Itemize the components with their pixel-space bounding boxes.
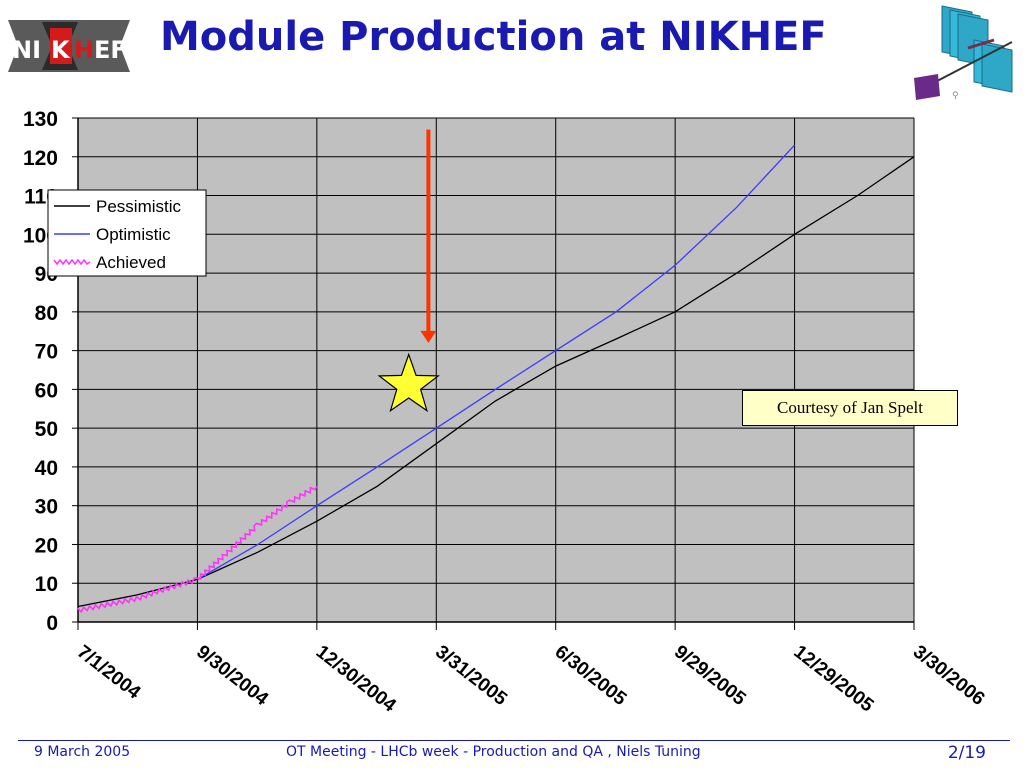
series-optimistic-line [197, 144, 796, 580]
svg-text:H: H [74, 36, 94, 64]
nikhef-logo: NI K H EF [4, 14, 134, 78]
svg-text:⚲: ⚲ [952, 91, 959, 101]
plot-area [78, 118, 914, 622]
series-achieved-line [77, 485, 318, 614]
y-tick-label: 70 [35, 341, 58, 364]
y-tick-label: 130 [23, 108, 58, 131]
series-pessimistic-line [77, 156, 915, 608]
x-tick-label: 12/30/2004 [312, 641, 400, 716]
chart-legend: Pessimistic Optimistic Achieved [47, 189, 207, 277]
page-number: 2/19 [947, 743, 986, 763]
x-tick-label: 12/29/2005 [789, 641, 877, 716]
y-tick-label: 0 [46, 612, 58, 635]
svg-text:NI: NI [12, 36, 41, 64]
x-tick-label: 7/1/2004 [73, 641, 145, 703]
legend-label-pessimistic: Pessimistic [96, 197, 182, 216]
detector-illustration: ⚲ [908, 2, 1020, 106]
x-tick-label: 9/29/2005 [670, 641, 750, 710]
legend-label-optimistic: Optimistic [96, 225, 171, 244]
x-tick-label: 9/30/2004 [192, 641, 272, 710]
y-tick-label: 30 [35, 496, 58, 519]
star-marker [377, 352, 440, 413]
legend-swatch-achieved [53, 258, 91, 266]
courtesy-note: Courtesy of Jan Spelt [742, 390, 958, 426]
y-tick-label: 50 [35, 418, 58, 441]
svg-text:EF: EF [94, 36, 127, 64]
y-tick-label: 60 [35, 379, 58, 402]
footer-divider [18, 740, 1010, 741]
y-tick-label: 20 [35, 534, 58, 557]
red-arrow-head [420, 330, 437, 343]
x-tick-label: 6/30/2005 [551, 641, 631, 710]
y-tick-label: 10 [35, 573, 58, 596]
footer-date: 9 March 2005 [34, 744, 131, 760]
legend-label-achieved: Achieved [96, 253, 166, 272]
footer-meeting-info: OT Meeting - LHCb week - Production and … [286, 744, 701, 760]
svg-text:K: K [51, 36, 71, 64]
y-tick-label: 120 [23, 147, 58, 170]
page-title: Module Production at NIKHEF [160, 14, 827, 60]
x-tick-label: 3/30/2006 [909, 641, 989, 710]
y-tick-label: 80 [35, 302, 58, 325]
y-tick-label: 40 [35, 457, 58, 480]
x-tick-label: 3/31/2005 [431, 641, 511, 710]
